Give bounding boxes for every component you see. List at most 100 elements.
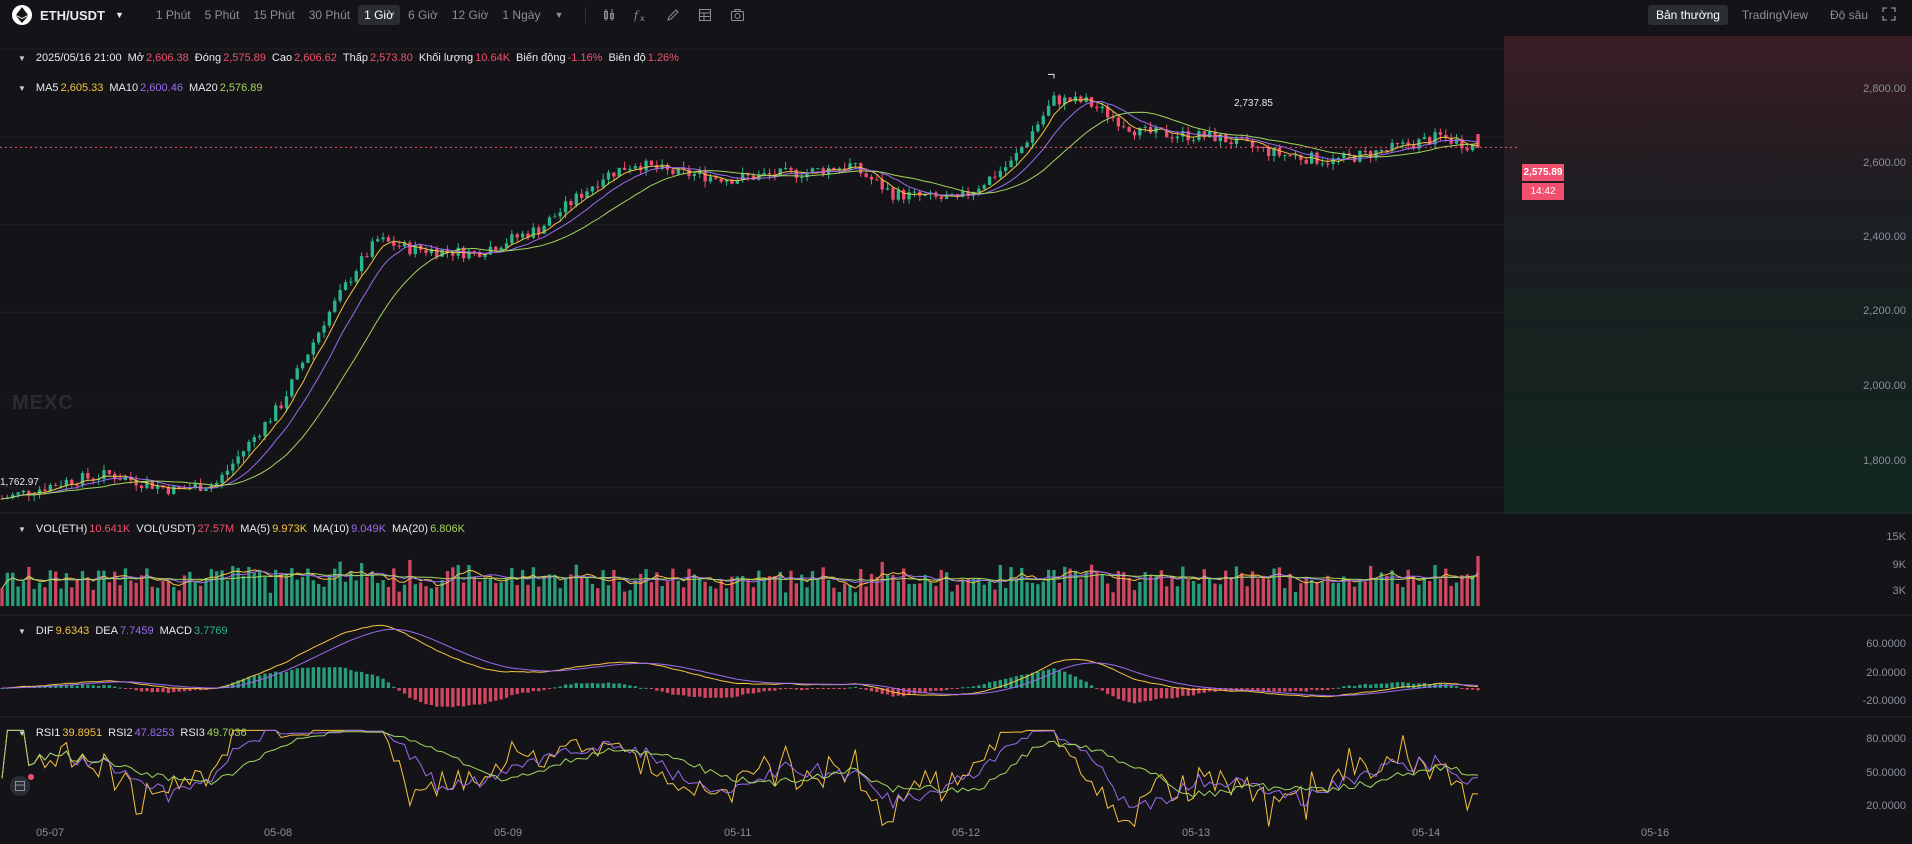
volume-bar xyxy=(338,561,342,606)
change-label: Biến động xyxy=(516,52,566,64)
volume-bar xyxy=(698,577,702,606)
volume-bar xyxy=(531,567,536,606)
macd-bar xyxy=(665,688,670,693)
volume-bar xyxy=(633,580,638,606)
macd-bar xyxy=(311,667,315,688)
macd-bar xyxy=(1111,688,1115,697)
candle-body xyxy=(966,191,970,196)
candle-body xyxy=(1116,117,1121,127)
macd-bar xyxy=(515,688,519,694)
candle-body xyxy=(392,241,396,246)
candle-body xyxy=(1460,138,1464,149)
volume-bar xyxy=(1224,570,1228,606)
interval-tab[interactable]: 12 Giờ xyxy=(451,8,489,22)
candle-style-icon[interactable] xyxy=(600,6,618,24)
candle-body xyxy=(1309,152,1314,164)
candle-body xyxy=(435,249,439,257)
macd-bar xyxy=(1326,688,1330,690)
interval-tab[interactable]: 5 Phút xyxy=(204,8,240,22)
volume-bar xyxy=(166,580,171,606)
volume-bar xyxy=(1116,570,1121,606)
layout-icon[interactable] xyxy=(696,6,714,24)
interval-tab[interactable]: 1 Giờ xyxy=(358,5,400,25)
macd-bar xyxy=(134,688,138,691)
draw-icon[interactable] xyxy=(664,6,682,24)
view-tab[interactable]: Độ sâu xyxy=(1829,8,1868,22)
volume-bar xyxy=(43,587,47,606)
macd-bar xyxy=(488,688,493,702)
macd-bar xyxy=(1368,684,1373,688)
candle-body xyxy=(1470,144,1475,151)
volume-bar xyxy=(1234,566,1239,606)
symbol-selector[interactable]: ETH/USDT ▼ xyxy=(0,5,124,25)
candle-body xyxy=(225,470,230,475)
interval-tab[interactable]: 30 Phút xyxy=(308,8,351,22)
volume-bar xyxy=(1385,575,1389,606)
macd-bar xyxy=(1336,687,1341,689)
macd-bar xyxy=(343,667,348,688)
view-tab[interactable]: Bản thường xyxy=(1647,5,1728,25)
volume-bar xyxy=(1267,579,1271,606)
camera-icon[interactable] xyxy=(728,6,746,24)
volume-bar xyxy=(102,570,106,606)
collapse-chevron-icon[interactable]: ▼ xyxy=(18,626,26,636)
candle-body xyxy=(676,167,680,174)
interval-tab[interactable]: 1 Ngày xyxy=(502,8,541,22)
macd-bar xyxy=(1068,674,1072,688)
candle-body xyxy=(424,249,428,253)
dif-label: DIF xyxy=(35,625,54,637)
dif-line xyxy=(1,624,1479,698)
macd-bar xyxy=(231,682,235,688)
macd-label: MACD xyxy=(159,625,192,637)
volume-bar xyxy=(864,586,868,606)
macd-bar xyxy=(816,688,820,689)
volume-bar xyxy=(327,575,332,606)
volume-bar xyxy=(461,582,466,606)
close-label: Đóng xyxy=(194,52,222,64)
volume-bar xyxy=(139,575,144,606)
candle-body xyxy=(215,482,219,485)
view-tab[interactable]: TradingView xyxy=(1741,8,1808,22)
volume-bar xyxy=(1449,585,1453,606)
x-axis-label: 05-11 xyxy=(724,827,752,839)
macd-bar xyxy=(1309,688,1314,690)
volume-bars xyxy=(0,555,1480,606)
collapse-chevron-icon[interactable]: ▼ xyxy=(18,728,26,738)
candle-body xyxy=(1454,138,1459,144)
macd-bar xyxy=(429,688,434,706)
candle-body xyxy=(1079,96,1083,102)
interval-more-chevron-icon[interactable]: ▼ xyxy=(554,10,564,20)
candle-body xyxy=(1385,150,1389,152)
interval-tab[interactable]: 15 Phút xyxy=(253,8,295,22)
volume-bar xyxy=(821,567,825,606)
macd-bar xyxy=(596,683,600,688)
rsi-legend: ▼ RSI1 39.8951 RSI2 47.8253 RSI3 49.7036 xyxy=(18,727,247,739)
collapse-chevron-icon[interactable]: ▼ xyxy=(18,83,26,93)
volume-bar xyxy=(435,586,439,606)
candle-body xyxy=(349,281,353,283)
candle-body xyxy=(800,177,804,179)
candle-body xyxy=(1352,155,1357,162)
vol-usdt-label: VOL(USDT) xyxy=(136,523,196,535)
collapse-chevron-icon[interactable]: ▼ xyxy=(18,524,26,534)
fullscreen-icon[interactable] xyxy=(1882,7,1898,23)
candle-body xyxy=(944,196,949,199)
high-marker-leader xyxy=(1047,73,1055,79)
screenshot-toggle-icon[interactable] xyxy=(10,776,30,796)
interval-tab[interactable]: 1 Phút xyxy=(155,8,191,22)
volume-bar xyxy=(891,575,895,606)
macd-bar xyxy=(1079,679,1083,688)
macd-bar xyxy=(494,688,498,701)
ma20-value: 2,576.89 xyxy=(219,82,263,94)
volume-bar xyxy=(1417,584,1421,606)
volume-bar xyxy=(1079,578,1083,606)
macd-bar xyxy=(424,688,428,705)
volume-bar xyxy=(193,581,197,606)
volume-bar xyxy=(1154,575,1158,606)
interval-tab[interactable]: 6 Giờ xyxy=(407,8,438,22)
collapse-chevron-icon[interactable]: ▼ xyxy=(18,53,26,63)
volume-bar xyxy=(290,568,294,606)
candle-body xyxy=(1138,127,1142,136)
